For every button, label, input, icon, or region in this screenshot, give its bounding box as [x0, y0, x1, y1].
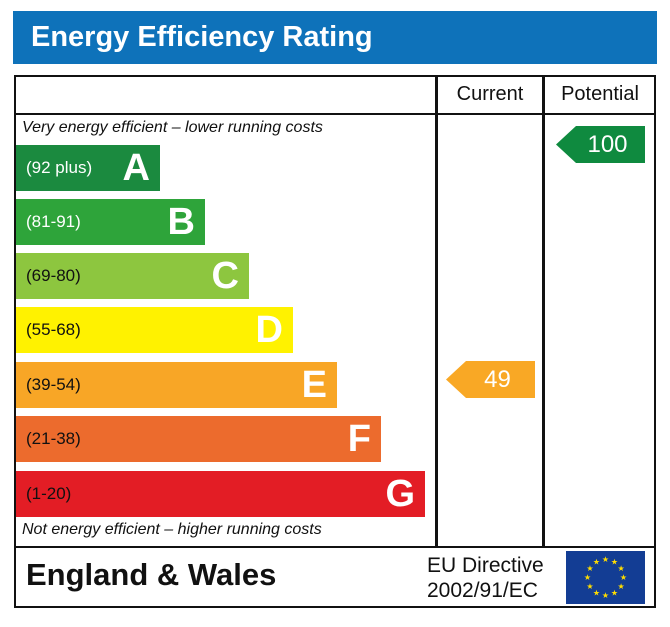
directive-line2: 2002/91/EC [427, 579, 538, 602]
star-icon: ★ [602, 591, 609, 600]
band-letter: A [122, 147, 150, 189]
band-letter: D [255, 309, 283, 351]
rating-table [14, 75, 656, 608]
current-column-header: Current [456, 83, 524, 105]
region-label: England & Wales [26, 557, 277, 592]
band-e: (39-54) E [16, 362, 337, 408]
chart-title: Energy Efficiency Rating [13, 11, 657, 64]
band-range: (39-54) [26, 375, 81, 394]
band-letter: F [347, 418, 371, 460]
star-icon: ★ [611, 589, 618, 598]
band-c: (69-80) C [16, 253, 249, 299]
divider [542, 75, 545, 547]
band-b: (81-91) B [16, 199, 205, 245]
top-note: Very energy efficient – lower running co… [22, 119, 323, 136]
star-icon: ★ [618, 564, 625, 573]
band-a: (92 plus) A [16, 145, 160, 191]
divider [435, 75, 438, 547]
eu-directive: EU Directive 2002/91/EC [427, 553, 544, 603]
star-icon: ★ [602, 555, 609, 564]
band-range: (92 plus) [26, 158, 93, 177]
band-range: (69-80) [26, 266, 81, 285]
band-letter: E [301, 364, 327, 406]
band-range: (81-91) [26, 212, 81, 231]
star-icon: ★ [593, 557, 600, 566]
divider [14, 546, 656, 548]
band-letter: C [211, 255, 239, 297]
star-icon: ★ [584, 573, 591, 582]
band-range: (55-68) [26, 320, 81, 339]
band-g: (1-20) G [16, 471, 425, 517]
current-rating-arrow: 49 [446, 361, 535, 398]
band-f: (21-38) F [16, 416, 381, 462]
star-icon: ★ [586, 582, 593, 591]
star-icon: ★ [611, 557, 618, 566]
directive-line1: EU Directive [427, 554, 544, 577]
divider [14, 113, 656, 115]
star-icon: ★ [618, 582, 625, 591]
band-letter: B [167, 201, 195, 243]
band-d: (55-68) D [16, 307, 293, 353]
star-icon: ★ [593, 589, 600, 598]
potential-rating-arrow: 100 [556, 126, 645, 163]
band-letter: G [385, 473, 415, 515]
band-range: (1-20) [26, 484, 72, 503]
star-icon: ★ [586, 564, 593, 573]
potential-column-header: Potential [561, 83, 639, 105]
eu-flag-icon: ★ ★★★★★★★★★★★ [566, 551, 645, 604]
band-range: (21-38) [26, 429, 81, 448]
star-icon: ★ [620, 573, 627, 582]
bottom-note: Not energy efficient – higher running co… [22, 521, 322, 538]
